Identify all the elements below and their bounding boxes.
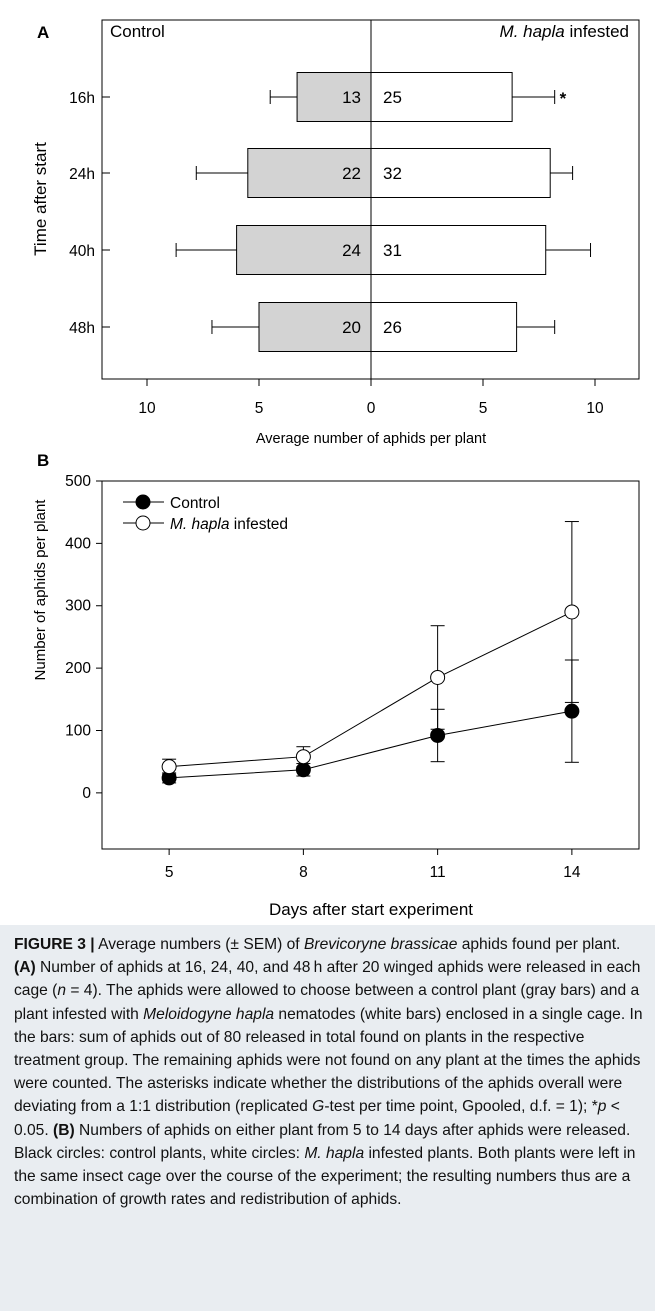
infested-header: M. hapla infested	[500, 22, 629, 41]
control-bar-label: 13	[342, 88, 361, 107]
x-tick-label: 8	[299, 864, 308, 881]
x-tick-label: 5	[479, 400, 488, 417]
control-bar-label: 22	[342, 164, 361, 183]
caption-a-label: (A)	[14, 959, 36, 977]
x-tick-label: 10	[586, 400, 604, 417]
y-tick-label: 16h	[69, 90, 95, 107]
significance-star: *	[560, 89, 567, 108]
control-header: Control	[110, 22, 165, 41]
caption-mh: M. hapla	[304, 1144, 365, 1162]
caption-g: G	[312, 1098, 325, 1116]
y-tick-label: 400	[65, 535, 91, 552]
caption-b-label: (B)	[53, 1121, 75, 1139]
panel-b-ylabel: Number of aphids per plant	[32, 499, 49, 681]
caption-text: Numbers of aphids on either plant from 5…	[14, 1121, 631, 1162]
y-axis-ticks: 0 100 200 300 400 500	[65, 473, 102, 802]
control-bar	[236, 225, 372, 275]
panel-b-xlabel: Days after start experiment	[269, 900, 473, 919]
x-tick-label: 0	[367, 400, 376, 417]
x-axis-ticks: 5 8 11 14	[165, 849, 581, 881]
infested-bar-label: 26	[383, 318, 402, 337]
y-tick-label: 200	[65, 660, 91, 677]
panel-b-label: B	[37, 451, 49, 470]
caption-text: < 0.05.	[14, 1098, 620, 1139]
panel-b: B 0 100 200 300 400 500 5 8 11 14 Control M. hap…	[32, 451, 640, 919]
infested-bar	[370, 225, 547, 275]
caption-nematode: Meloidogyne hapla	[143, 1005, 275, 1023]
control-bar-label: 24	[342, 241, 361, 260]
caption-p: p	[597, 1098, 607, 1116]
infested-point	[295, 749, 311, 765]
figure-caption: FIGURE 3 | Average numbers (± SEM) of Br…	[0, 925, 655, 1311]
x-tick-label: 5	[165, 864, 174, 881]
caption-text: Number of aphids at 16, 24, 40, and 48 h…	[14, 959, 641, 1000]
y-axis-ticks: 16h 24h 40h 48h	[69, 90, 110, 337]
infested-point	[564, 604, 580, 620]
y-tick-label: 24h	[69, 166, 95, 183]
control-bar	[258, 302, 372, 352]
infested-bar	[370, 148, 551, 198]
bar-group: 13 25 * 22 32 24 31 20 26	[175, 72, 592, 352]
panel-a-label: A	[37, 23, 49, 42]
x-tick-label: 11	[430, 864, 446, 881]
caption-species: Brevicoryne brassicae	[303, 936, 458, 953]
control-point	[430, 727, 446, 743]
infested-point	[161, 759, 177, 775]
line-series	[161, 521, 580, 786]
panel-b-frame	[101, 480, 640, 850]
figure-3: A Control M. hapla infested 13 25 * 22 32 24 3…	[31, 19, 640, 919]
x-tick-label: 5	[255, 400, 264, 417]
infested-bar	[370, 302, 518, 352]
legend-infested-marker	[135, 515, 151, 531]
y-tick-label: 48h	[69, 320, 95, 337]
x-axis-ticks: 10 5 0 5 10	[138, 379, 604, 417]
infested-bar-label: 25	[383, 88, 402, 107]
caption-n: n	[57, 982, 67, 1000]
infested-bar-label: 32	[383, 164, 402, 183]
control-point	[564, 703, 580, 719]
legend: Control M. hapla infested	[123, 494, 288, 533]
x-tick-label: 10	[138, 400, 156, 417]
caption-text: Average numbers (± SEM) of	[94, 936, 304, 953]
caption-text: = 4). The aphids were allowed to choose …	[14, 982, 640, 1023]
panel-a-xlabel: Average number of aphids per plant	[256, 431, 486, 447]
control-point	[295, 762, 311, 778]
infested-bar-label: 31	[383, 241, 402, 260]
y-tick-label: 300	[65, 598, 91, 615]
caption-text: nematodes (white bars) enclosed in a sin…	[14, 1005, 643, 1116]
control-bar-label: 20	[342, 318, 361, 337]
infested-point	[430, 669, 446, 685]
panel-a-ylabel: Time after start	[31, 142, 50, 256]
y-tick-label: 40h	[69, 243, 95, 260]
caption-lead: FIGURE 3 |	[14, 936, 95, 953]
caption-text: -test per time point, Gpooled, d.f. = 1)…	[324, 1098, 598, 1116]
panel-a: A Control M. hapla infested 13 25 * 22 32 24 3…	[31, 19, 640, 447]
infested-bar	[370, 72, 513, 122]
legend-control-label: Control	[170, 495, 220, 512]
y-tick-label: 500	[65, 473, 91, 490]
y-tick-label: 0	[82, 785, 91, 802]
caption-text: aphids found per plant.	[457, 936, 621, 953]
y-tick-label: 100	[65, 722, 91, 739]
legend-control-marker	[135, 494, 151, 510]
caption-text: infested plants. Both plants were left i…	[14, 1144, 636, 1209]
legend-infested-label: M. hapla infested	[170, 516, 288, 533]
infested-line	[169, 611, 573, 768]
control-line	[169, 710, 572, 779]
x-tick-label: 14	[563, 864, 581, 881]
